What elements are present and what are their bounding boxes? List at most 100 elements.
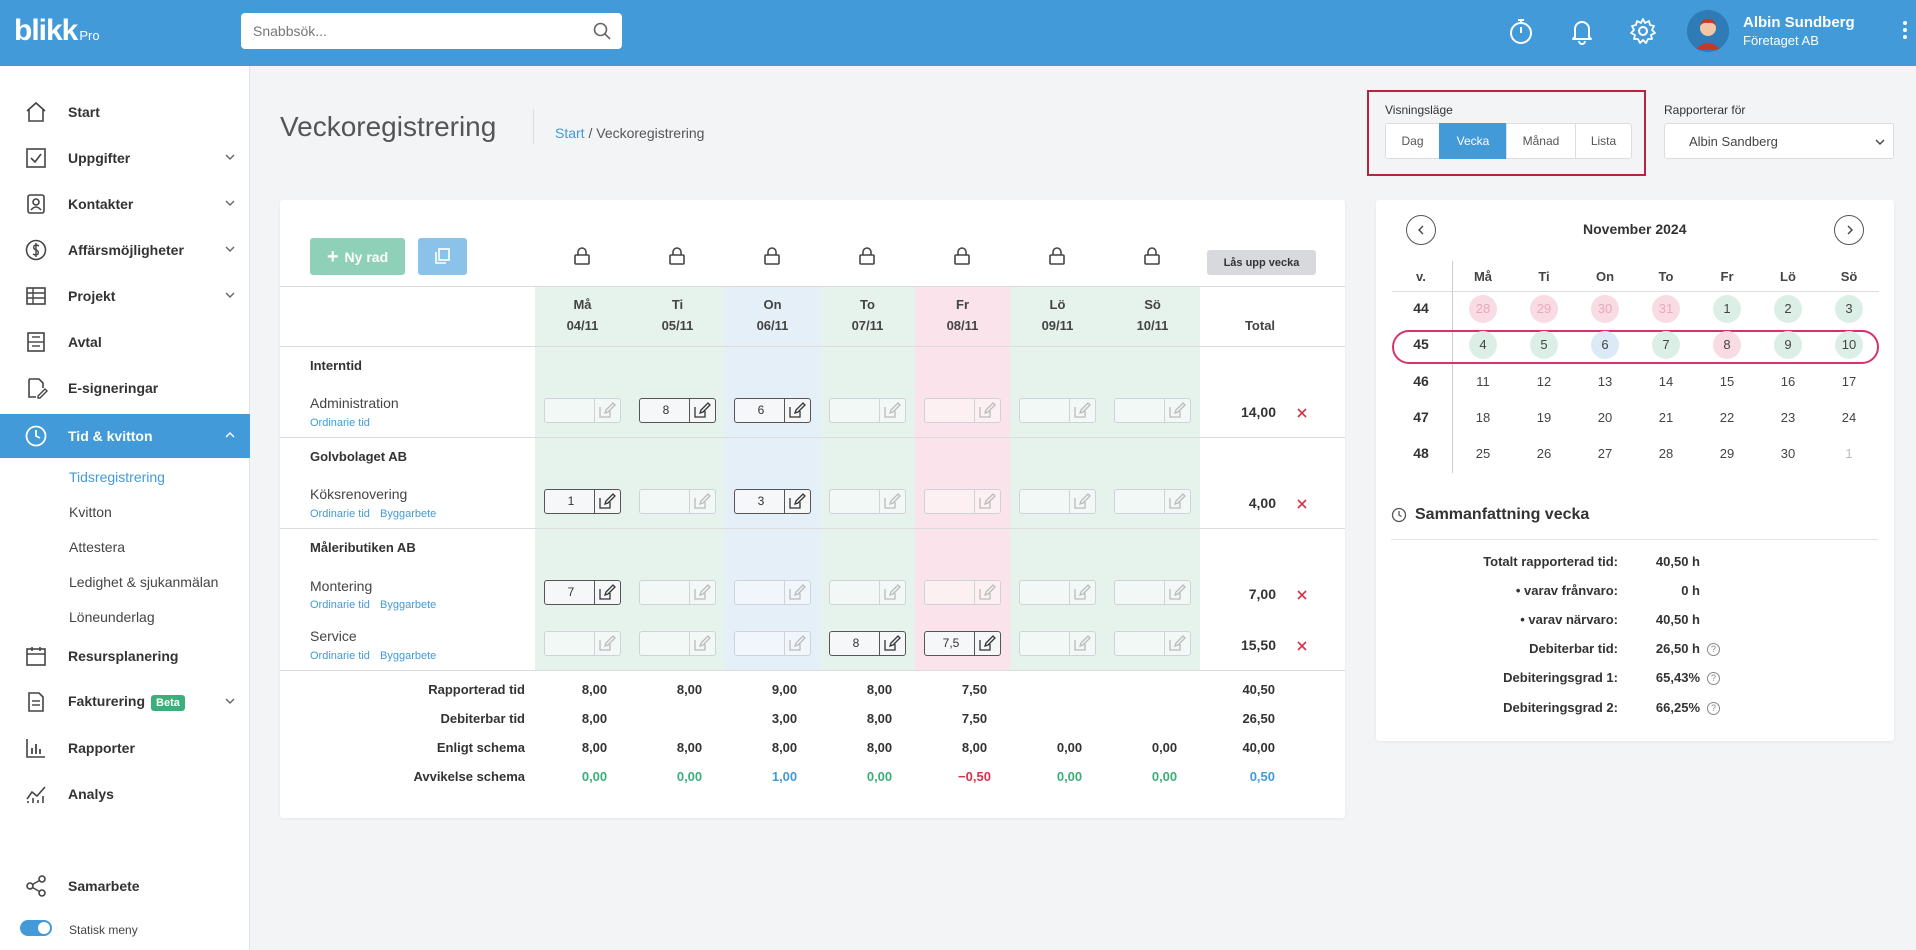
sidebar-subitem-loneunderlag[interactable]: Löneunderlag (69, 609, 155, 625)
view-mode-vecka[interactable]: Vecka (1439, 123, 1507, 159)
sidebar-item-resursplanering[interactable]: Resursplanering (0, 634, 250, 678)
calendar-day[interactable]: 3 (1835, 295, 1863, 323)
row-tag[interactable]: Byggarbete (380, 599, 437, 611)
edit-icon[interactable] (1164, 581, 1190, 604)
time-entry-input[interactable] (734, 631, 811, 656)
calendar-day[interactable]: 19 (1536, 410, 1552, 425)
gear-icon[interactable] (1627, 15, 1659, 47)
calendar-day[interactable]: 12 (1536, 374, 1552, 389)
time-entry-input[interactable] (1019, 631, 1096, 656)
calendar-day[interactable]: 25 (1475, 446, 1491, 461)
edit-icon[interactable] (1164, 490, 1190, 513)
search-input[interactable] (241, 13, 622, 49)
help-icon[interactable]: ? (1707, 672, 1720, 685)
lock-icon[interactable] (1143, 246, 1161, 266)
time-entry-input[interactable] (1019, 489, 1096, 514)
time-entry-input[interactable] (829, 489, 906, 514)
row-tag[interactable]: Ordinarie tid (310, 599, 370, 611)
edit-icon[interactable] (1069, 632, 1095, 655)
edit-icon[interactable] (1164, 632, 1190, 655)
edit-icon[interactable] (879, 581, 905, 604)
time-entry-input[interactable] (924, 489, 1001, 514)
view-mode-dag[interactable]: Dag (1385, 123, 1440, 159)
chevron-down-icon[interactable] (1874, 136, 1886, 148)
calendar-day[interactable]: 28 (1658, 446, 1674, 461)
calendar-day[interactable]: 22 (1719, 410, 1735, 425)
sidebar-item-samarbete[interactable]: Samarbete (0, 864, 250, 908)
calendar-day[interactable]: 23 (1780, 410, 1796, 425)
calendar-day[interactable]: 20 (1597, 410, 1613, 425)
calendar-day[interactable]: 29 (1719, 446, 1735, 461)
unlock-week-button[interactable]: Lås upp vecka (1207, 250, 1316, 275)
time-entry-input[interactable]: 6 (734, 398, 811, 423)
edit-icon[interactable] (1164, 399, 1190, 422)
calendar-day[interactable]: 1 (1845, 446, 1853, 461)
edit-icon[interactable] (974, 490, 1000, 513)
calendar-day[interactable]: 1 (1713, 295, 1741, 323)
sidebar-subitem-attestera[interactable]: Attestera (69, 539, 126, 555)
sidebar-item-e-signeringar[interactable]: E-signeringar (0, 366, 250, 410)
time-entry-input[interactable] (1019, 398, 1096, 423)
calendar-day[interactable]: 4 (1469, 331, 1497, 359)
time-entry-input[interactable]: 8 (639, 398, 716, 423)
new-row-button[interactable]: + Ny rad (310, 238, 405, 275)
edit-icon[interactable] (594, 581, 620, 604)
time-entry-input[interactable] (924, 398, 1001, 423)
sidebar-subitem-tidsregistrering[interactable]: Tidsregistrering (69, 469, 165, 485)
edit-icon[interactable] (1069, 490, 1095, 513)
help-icon[interactable]: ? (1707, 702, 1720, 715)
lock-icon[interactable] (763, 246, 781, 266)
calendar-week-number[interactable]: 47 (1413, 409, 1429, 425)
time-entry-input[interactable] (1114, 398, 1191, 423)
calendar-day[interactable]: 11 (1476, 374, 1490, 389)
edit-icon[interactable] (689, 399, 715, 422)
calendar-day[interactable]: 10 (1835, 331, 1863, 359)
row-tag[interactable]: Ordinarie tid (310, 650, 370, 662)
sidebar-item-rapporter[interactable]: Rapporter (0, 726, 250, 770)
edit-icon[interactable] (784, 632, 810, 655)
lock-icon[interactable] (953, 246, 971, 266)
edit-icon[interactable] (784, 399, 810, 422)
view-mode-manad[interactable]: Månad (1506, 123, 1576, 159)
calendar-day[interactable]: 30 (1780, 446, 1796, 461)
sidebar-item-uppgifter[interactable]: Uppgifter (0, 136, 250, 180)
calendar-day[interactable]: 30 (1591, 295, 1619, 323)
sidebar-item-kontakter[interactable]: Kontakter (0, 182, 250, 226)
reporting-for-select[interactable]: Albin Sandberg (1664, 123, 1894, 159)
calendar-week-number[interactable]: 45 (1413, 336, 1429, 352)
lock-icon[interactable] (858, 246, 876, 266)
sidebar-item-tid-kvitton[interactable]: Tid & kvitton (0, 414, 250, 458)
calendar-week-number[interactable]: 46 (1413, 373, 1429, 389)
sidebar-item-projekt[interactable]: Projekt (0, 274, 250, 318)
calendar-day[interactable]: 21 (1658, 410, 1674, 425)
row-tag[interactable]: Ordinarie tid (310, 417, 370, 429)
time-entry-input[interactable]: 3 (734, 489, 811, 514)
time-entry-input[interactable] (544, 398, 621, 423)
time-entry-input[interactable] (1019, 580, 1096, 605)
time-entry-input[interactable] (639, 631, 716, 656)
calendar-day[interactable]: 14 (1658, 374, 1674, 389)
edit-icon[interactable] (784, 581, 810, 604)
sidebar-item-start[interactable]: Start (0, 90, 250, 134)
calendar-day[interactable]: 26 (1536, 446, 1552, 461)
delete-row-icon[interactable] (1296, 407, 1308, 419)
copy-week-button[interactable] (418, 238, 467, 275)
lock-icon[interactable] (668, 246, 686, 266)
calendar-day[interactable]: 8 (1713, 331, 1741, 359)
time-entry-input[interactable]: 7 (544, 580, 621, 605)
sidebar-item-avtal[interactable]: Avtal (0, 320, 250, 364)
lock-icon[interactable] (573, 246, 591, 266)
menu-dots-icon[interactable] (1902, 20, 1908, 40)
stopwatch-icon[interactable] (1505, 15, 1537, 47)
time-entry-input[interactable] (829, 580, 906, 605)
edit-icon[interactable] (1069, 581, 1095, 604)
edit-icon[interactable] (594, 490, 620, 513)
calendar-day[interactable]: 29 (1530, 295, 1558, 323)
help-icon[interactable]: ? (1707, 643, 1720, 656)
time-entry-input[interactable] (1114, 489, 1191, 514)
time-entry-input[interactable] (734, 580, 811, 605)
time-entry-input[interactable]: 1 (544, 489, 621, 514)
edit-icon[interactable] (1069, 399, 1095, 422)
edit-icon[interactable] (784, 490, 810, 513)
edit-icon[interactable] (689, 490, 715, 513)
